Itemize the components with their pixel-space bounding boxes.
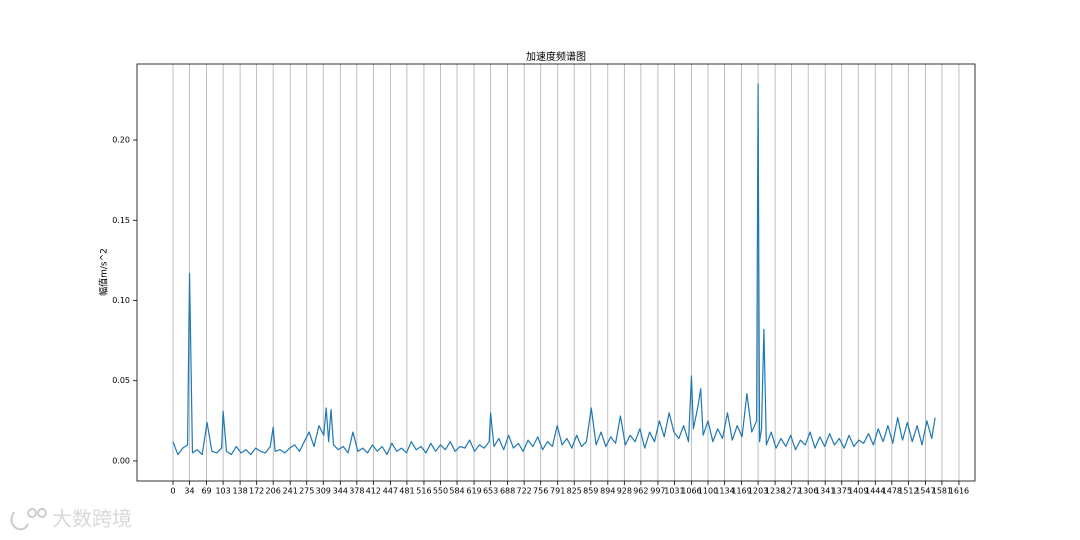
x-tick-label: 1444 <box>865 487 885 496</box>
x-tick-label: 34 <box>184 487 194 496</box>
x-tick-label: 172 <box>249 487 264 496</box>
x-tick-label: 103 <box>215 487 230 496</box>
x-tick-label: 1547 <box>915 487 935 496</box>
x-tick-label: 791 <box>550 487 565 496</box>
x-tick-label: 928 <box>617 487 632 496</box>
y-tick-label: 0.10 <box>112 296 130 305</box>
watermark-logo <box>10 508 47 531</box>
x-tick-label: 516 <box>416 487 431 496</box>
x-tick-label: 378 <box>349 487 364 496</box>
x-tick-label: 412 <box>366 487 381 496</box>
line-series <box>172 83 936 456</box>
x-tick-label: 1409 <box>848 487 868 496</box>
x-tick-label: 584 <box>449 487 464 496</box>
x-tick-label: 1512 <box>898 487 918 496</box>
y-tick-label: 0.05 <box>112 376 130 385</box>
x-tick-label: 1203 <box>748 487 768 496</box>
x-tick-label: 481 <box>399 487 414 496</box>
x-tick-label: 138 <box>232 487 247 496</box>
watermark: 大数跨境 <box>52 507 132 531</box>
x-tick-label: 1306 <box>798 487 818 496</box>
x-tick-label: 1272 <box>781 487 801 496</box>
x-tick-label: 756 <box>533 487 548 496</box>
x-tick-label: 1134 <box>714 487 734 496</box>
x-tick-label: 550 <box>433 487 448 496</box>
x-tick-label: 1169 <box>731 487 751 496</box>
y-axis-label: 幅值m/s^2 <box>98 248 110 296</box>
x-tick-label: 653 <box>483 487 498 496</box>
x-tick-label: 275 <box>299 487 314 496</box>
x-tick-label: 1238 <box>765 487 785 496</box>
x-tick-label: 688 <box>500 487 515 496</box>
x-tick-label: 962 <box>633 487 648 496</box>
x-tick-label: 344 <box>333 487 348 496</box>
chart-title: 加速度频谱图 <box>526 50 586 63</box>
x-tick-label: 206 <box>266 487 281 496</box>
x-tick-label: 241 <box>283 487 298 496</box>
x-tick-label: 859 <box>583 487 598 496</box>
x-tick-label: 1066 <box>681 487 701 496</box>
x-tick-label: 1375 <box>832 487 852 496</box>
x-tick-label: 894 <box>600 487 615 496</box>
x-tick-label: 309 <box>316 487 331 496</box>
x-tick-label: 1100 <box>698 487 718 496</box>
x-tick-label: 619 <box>466 487 481 496</box>
x-tick-label: 1478 <box>882 487 902 496</box>
x-tick-label: 997 <box>650 487 665 496</box>
y-tick-label: 0.00 <box>112 456 130 465</box>
x-tick-label: 1341 <box>815 487 835 496</box>
plot-frame <box>136 63 976 482</box>
y-tick-label: 0.20 <box>112 136 130 145</box>
x-tick-label: 69 <box>201 487 211 496</box>
x-tick-label: 722 <box>517 487 532 496</box>
x-tick-label: 825 <box>567 487 582 496</box>
y-tick-label: 0.15 <box>112 216 130 225</box>
x-tick-label: 0 <box>170 487 175 496</box>
x-tick-label: 1616 <box>949 487 969 496</box>
x-tick-label: 1031 <box>664 487 684 496</box>
x-tick-label: 1581 <box>932 487 952 496</box>
x-tick-label: 447 <box>383 487 398 496</box>
